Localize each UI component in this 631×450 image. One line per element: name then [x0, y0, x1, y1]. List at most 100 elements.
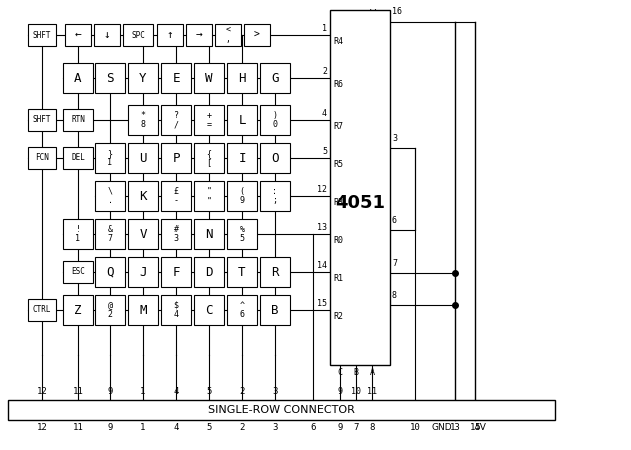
Text: ?
/: ? / — [174, 111, 179, 129]
Text: >: > — [254, 30, 260, 40]
Text: SPC: SPC — [131, 31, 145, 40]
Bar — [63, 261, 93, 283]
Bar — [227, 295, 257, 325]
Text: H: H — [239, 72, 245, 85]
Bar — [128, 143, 158, 173]
Bar — [28, 24, 56, 46]
Text: 8: 8 — [369, 423, 375, 432]
Text: CTRL: CTRL — [33, 306, 51, 315]
Bar — [260, 257, 290, 287]
Bar — [194, 105, 224, 135]
Text: 5: 5 — [206, 387, 211, 396]
Text: 14: 14 — [469, 423, 480, 432]
Text: N: N — [205, 228, 213, 240]
Bar — [194, 181, 224, 211]
Text: 1: 1 — [140, 423, 146, 432]
Text: 5: 5 — [206, 423, 211, 432]
Bar — [128, 63, 158, 93]
Bar — [128, 295, 158, 325]
Text: +
=: + = — [206, 111, 211, 129]
Bar — [128, 105, 158, 135]
Text: 1: 1 — [140, 387, 146, 396]
Text: "
": " " — [206, 187, 211, 205]
Text: A: A — [370, 368, 375, 377]
Text: F: F — [172, 266, 180, 279]
Bar — [194, 295, 224, 325]
Bar — [28, 299, 56, 321]
Text: 12: 12 — [317, 185, 327, 194]
Bar — [128, 219, 158, 249]
Bar — [95, 295, 125, 325]
Text: SHFT: SHFT — [33, 116, 51, 125]
Text: 16: 16 — [392, 7, 402, 16]
Text: L: L — [239, 113, 245, 126]
Text: G: G — [271, 72, 279, 85]
Bar — [260, 295, 290, 325]
Text: 6: 6 — [310, 423, 316, 432]
Text: V$_{EE}$: V$_{EE}$ — [371, 267, 387, 279]
Bar — [227, 143, 257, 173]
Bar — [227, 105, 257, 135]
Bar — [161, 105, 191, 135]
Bar — [227, 181, 257, 211]
Text: 12: 12 — [37, 387, 47, 396]
Text: 11: 11 — [73, 423, 83, 432]
Text: SINGLE-ROW CONNECTOR: SINGLE-ROW CONNECTOR — [208, 405, 355, 415]
Text: GND: GND — [432, 423, 452, 432]
Text: 10: 10 — [410, 423, 420, 432]
Text: Q: Q — [106, 266, 114, 279]
Text: C: C — [205, 303, 213, 316]
Bar — [63, 295, 93, 325]
Text: 13: 13 — [317, 223, 327, 232]
Text: 6: 6 — [392, 216, 397, 225]
Bar — [244, 24, 270, 46]
Text: 4051: 4051 — [335, 194, 385, 212]
Text: R0: R0 — [333, 236, 343, 245]
Text: P: P — [172, 152, 180, 165]
Bar — [8, 400, 555, 420]
Text: @
2: @ 2 — [107, 301, 112, 320]
Bar — [161, 181, 191, 211]
Bar — [227, 219, 257, 249]
Text: R5: R5 — [333, 160, 343, 169]
Text: R4: R4 — [333, 37, 343, 46]
Text: 9: 9 — [338, 423, 343, 432]
Text: 3: 3 — [273, 423, 278, 432]
Text: R1: R1 — [333, 274, 343, 283]
Text: !
1: ! 1 — [76, 225, 81, 243]
Text: 1: 1 — [322, 24, 327, 33]
Bar — [28, 109, 56, 131]
Bar — [215, 24, 241, 46]
Bar — [28, 147, 56, 169]
Text: E: E — [172, 72, 180, 85]
Bar — [330, 10, 390, 365]
Text: 4: 4 — [174, 423, 179, 432]
Text: }
1: } 1 — [107, 148, 112, 167]
Bar — [194, 257, 224, 287]
Text: :
;: : ; — [273, 187, 278, 205]
Text: 12: 12 — [37, 423, 47, 432]
Bar — [260, 105, 290, 135]
Text: {
[: { [ — [206, 148, 211, 167]
Text: I: I — [239, 152, 245, 165]
Text: 10: 10 — [351, 387, 361, 396]
Text: COM: COM — [366, 144, 387, 153]
Bar — [161, 143, 191, 173]
Bar — [128, 257, 158, 287]
Bar — [63, 219, 93, 249]
Text: 15: 15 — [317, 299, 327, 308]
Text: 8: 8 — [392, 291, 397, 300]
Bar — [260, 63, 290, 93]
Text: 11: 11 — [73, 387, 83, 396]
Bar — [94, 24, 120, 46]
Text: B: B — [271, 303, 279, 316]
Text: ESC: ESC — [71, 267, 85, 276]
Text: Y: Y — [139, 72, 147, 85]
Text: 13: 13 — [450, 423, 461, 432]
Text: £
-: £ - — [174, 187, 179, 205]
Text: 3: 3 — [392, 134, 397, 143]
Bar — [63, 147, 93, 169]
Text: R6: R6 — [333, 80, 343, 89]
Bar — [194, 63, 224, 93]
Text: ↑: ↑ — [167, 30, 174, 40]
